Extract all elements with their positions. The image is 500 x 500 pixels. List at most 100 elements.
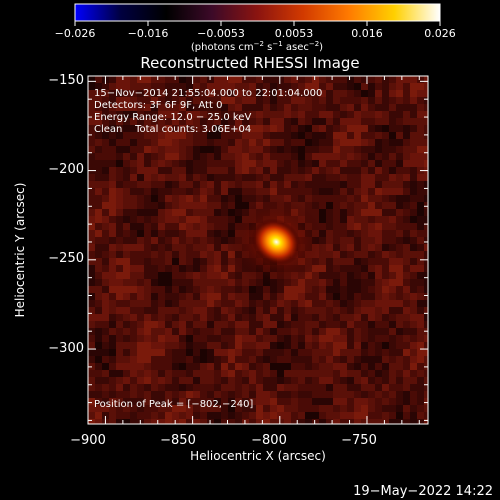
heatmap-cell <box>382 153 389 160</box>
heatmap-cell <box>340 181 347 188</box>
heatmap-cell <box>193 251 200 258</box>
heatmap-cell <box>382 377 389 384</box>
heatmap-cell <box>305 377 312 384</box>
heatmap-cell <box>389 209 396 216</box>
heatmap-cell <box>151 370 158 377</box>
heatmap-cell <box>305 174 312 181</box>
heatmap-cell <box>200 398 207 405</box>
heatmap-cell <box>109 209 116 216</box>
heatmap-cell <box>221 209 228 216</box>
heatmap-cell <box>291 321 298 328</box>
heatmap-cell <box>347 265 354 272</box>
heatmap-cell <box>263 139 270 146</box>
heatmap-cell <box>116 132 123 139</box>
heatmap-cell <box>130 181 137 188</box>
heatmap-cell <box>333 279 340 286</box>
heatmap-cell <box>354 83 361 90</box>
heatmap-cell <box>102 195 109 202</box>
heatmap-cell <box>214 314 221 321</box>
heatmap-cell <box>137 272 144 279</box>
heatmap-cell <box>354 195 361 202</box>
heatmap-cell <box>235 363 242 370</box>
heatmap-cell <box>403 216 410 223</box>
heatmap-cell <box>403 223 410 230</box>
heatmap-cell <box>319 370 326 377</box>
heatmap-cell <box>123 328 130 335</box>
heatmap-cell <box>102 132 109 139</box>
heatmap-cell <box>305 118 312 125</box>
heatmap-cell <box>214 279 221 286</box>
heatmap-cell <box>116 342 123 349</box>
heatmap-cell <box>375 335 382 342</box>
heatmap-cell <box>109 188 116 195</box>
heatmap-cell <box>137 377 144 384</box>
heatmap-cell <box>249 104 256 111</box>
plot-frame <box>87 75 429 425</box>
heatmap-cell <box>172 356 179 363</box>
heatmap-cell <box>312 363 319 370</box>
heatmap-cell <box>270 377 277 384</box>
heatmap-cell <box>277 314 284 321</box>
footer-date: 19−May−2022 14:22 <box>353 484 493 499</box>
heatmap-cell <box>137 321 144 328</box>
heatmap-cell <box>88 132 95 139</box>
heatmap-cell <box>305 405 312 412</box>
heatmap-cell <box>109 160 116 167</box>
heatmap-cell <box>326 391 333 398</box>
heatmap-cell <box>410 286 417 293</box>
heatmap-cell <box>333 251 340 258</box>
heatmap-cell <box>396 258 403 265</box>
heatmap-cell <box>312 384 319 391</box>
heatmap-cell <box>333 405 340 412</box>
heatmap-cell <box>256 146 263 153</box>
heatmap-cell <box>333 237 340 244</box>
heatmap-cell <box>396 412 403 419</box>
heatmap-cell <box>312 209 319 216</box>
heatmap-cell <box>116 321 123 328</box>
heatmap-cell <box>214 104 221 111</box>
heatmap-cell <box>249 335 256 342</box>
heatmap-cell <box>214 258 221 265</box>
heatmap-cell <box>116 125 123 132</box>
heatmap-cell <box>109 258 116 265</box>
heatmap-cell <box>333 118 340 125</box>
heatmap-cell <box>130 90 137 97</box>
heatmap-cell <box>263 391 270 398</box>
heatmap-cell <box>270 160 277 167</box>
heatmap-cell <box>361 111 368 118</box>
heatmap-cell <box>214 195 221 202</box>
heatmap-cell <box>102 405 109 412</box>
heatmap-cell <box>102 244 109 251</box>
heatmap-cell <box>333 314 340 321</box>
heatmap-cell <box>123 384 130 391</box>
heatmap-cell <box>186 342 193 349</box>
heatmap-cell <box>333 139 340 146</box>
heatmap-cell <box>340 356 347 363</box>
x-tick-label: −750 <box>341 433 377 448</box>
heatmap-cell <box>340 391 347 398</box>
heatmap-cell <box>326 90 333 97</box>
heatmap-cell <box>298 412 305 419</box>
heatmap-cell <box>424 384 428 391</box>
heatmap-cell <box>123 209 130 216</box>
heatmap-cell <box>368 279 375 286</box>
heatmap-cell <box>403 153 410 160</box>
heatmap-cell <box>375 258 382 265</box>
heatmap-cell <box>137 104 144 111</box>
heatmap-cell <box>235 97 242 104</box>
heatmap-cell <box>242 202 249 209</box>
heatmap-cell <box>354 97 361 104</box>
heatmap-cell <box>200 244 207 251</box>
heatmap-cell <box>109 132 116 139</box>
heatmap-cell <box>123 321 130 328</box>
heatmap-cell <box>340 195 347 202</box>
heatmap-cell <box>165 230 172 237</box>
heatmap-cell <box>144 237 151 244</box>
heatmap-cell <box>158 83 165 90</box>
heatmap-cell <box>263 293 270 300</box>
heatmap-cell <box>270 104 277 111</box>
heatmap-cell <box>214 216 221 223</box>
heatmap-cell <box>410 321 417 328</box>
y-tick-label: −250 <box>48 251 84 266</box>
heatmap-cell <box>354 139 361 146</box>
